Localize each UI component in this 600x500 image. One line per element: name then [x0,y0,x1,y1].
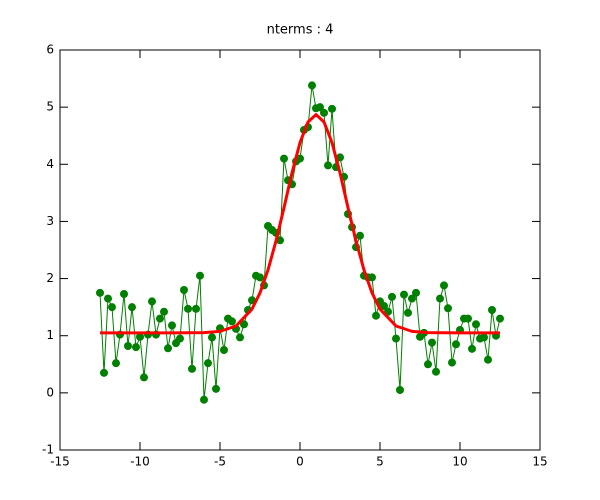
data-point [480,333,488,342]
data-point [160,307,168,316]
data-point [444,304,452,313]
data-point [464,314,472,323]
data-point [404,308,412,317]
y-tick-label: 1 [46,328,54,342]
data-point [484,355,492,364]
x-tick-label: -15 [50,455,70,469]
data-point [412,288,420,297]
data-point [380,302,388,310]
data-point [112,359,120,368]
data-point [256,273,264,282]
data-point [356,231,364,240]
data-point [440,281,448,290]
data-point [136,332,144,341]
data-point [236,333,244,342]
data-point [372,311,380,320]
data-point [428,338,436,347]
data-point [192,304,200,313]
x-tick-label: 15 [532,455,547,469]
data-point [400,290,408,299]
data-point [108,303,116,312]
data-point [96,288,104,297]
y-tick-label: 2 [46,271,54,285]
data-point [296,154,304,163]
data-point [368,273,376,282]
data-point [392,334,400,343]
data-point [208,333,216,342]
y-tick-label: 0 [46,385,54,399]
data-point [120,290,128,298]
x-tick-label: 5 [376,455,384,469]
data-point [396,386,404,394]
data-point [188,364,196,373]
data-point [176,334,184,343]
data-point [132,343,140,352]
data-point [168,321,176,330]
data-point [388,292,396,301]
data-point [468,344,476,353]
data-point [104,294,112,303]
data-point [436,294,444,303]
data-point [124,342,132,350]
data-point [316,103,324,112]
data-point [408,294,416,303]
data-point [128,303,136,312]
data-point [220,346,228,354]
data-point [308,81,316,90]
data-point [280,154,288,163]
data-point [200,395,208,404]
y-tick-label: -1 [42,443,54,457]
data-point [212,384,220,393]
data-point [488,306,496,314]
data-point [184,304,192,313]
data-point [204,359,212,368]
data-point [240,320,248,329]
x-tick-label: 10 [452,455,467,469]
x-tick-label: 0 [296,455,304,469]
x-tick-label: -5 [214,455,226,469]
data-point [496,314,504,323]
data-point [180,286,188,294]
data-point [140,373,148,382]
data-point [196,271,204,280]
data-point [328,104,336,113]
y-tick-label: 3 [46,214,54,228]
y-tick-label: 5 [46,100,54,114]
y-tick-label: 6 [46,43,54,57]
data-point [452,340,460,349]
data-point [448,358,456,367]
data-point [320,108,328,117]
data-point [432,367,440,376]
x-tick-label: -10 [130,455,150,469]
fit-curve [100,113,500,335]
data-point [324,161,332,170]
data-point [100,368,108,377]
data-point [148,297,156,306]
data-point [228,317,236,326]
y-tick-label: 4 [46,157,54,171]
data-point [156,314,164,323]
data-point [424,360,432,369]
data-point [164,344,172,353]
chart-title: nterms : 4 [267,23,334,38]
data-point [472,320,480,329]
